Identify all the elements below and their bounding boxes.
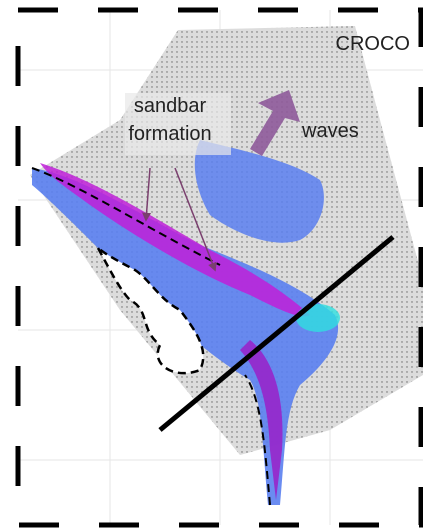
annotation-text: formation: [128, 123, 211, 145]
figure: sandbar formation waves CROCO: [0, 0, 423, 529]
annotation-text: sandbar: [134, 95, 207, 117]
cyan-patch: [296, 304, 340, 332]
waves-label: waves: [301, 120, 359, 142]
model-label: CROCO: [336, 33, 410, 55]
